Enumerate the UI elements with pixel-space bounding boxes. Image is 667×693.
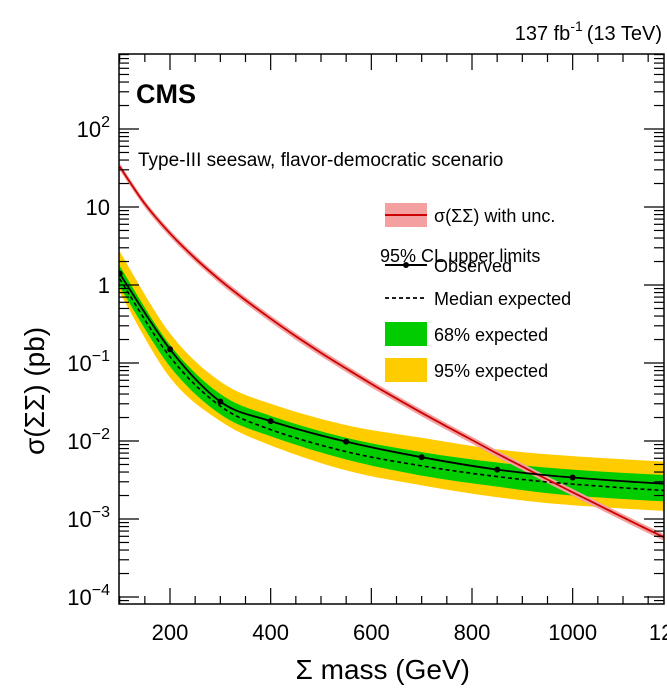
luminosity-label: 137 fb-1 (13 TeV)	[515, 18, 662, 45]
x-tick-label: 1000	[548, 620, 597, 645]
legend-marker-observed	[403, 262, 409, 268]
observed-line	[119, 273, 664, 485]
legend-swatch-band68	[385, 322, 427, 346]
legend-label-expected: Median expected	[434, 289, 571, 309]
y-tick-label: 102	[77, 114, 110, 142]
observed-point	[494, 466, 501, 473]
band-68-expected	[119, 266, 664, 502]
series-group	[119, 163, 664, 541]
observed-point	[167, 346, 173, 353]
observed-point	[267, 418, 274, 425]
observed-point	[343, 438, 350, 445]
x-tick-label: 400	[252, 620, 289, 645]
y-tick-label: 10−3	[67, 504, 110, 532]
plot-frame	[118, 53, 665, 605]
legend-swatch-band95-box	[385, 358, 427, 382]
y-tick-label: 10−2	[67, 426, 110, 454]
y-tick-label: 10	[86, 195, 110, 220]
x-tick-label: 800	[454, 620, 491, 645]
x-tick-label: 1200	[649, 620, 667, 645]
legend-label-observed: Observed	[434, 256, 512, 276]
observed-point	[569, 474, 576, 481]
experiment-label: CMS	[136, 79, 196, 109]
legend: σ(ΣΣ) with unc. 95% CL upper limits Obse…	[380, 203, 571, 382]
observed-point	[418, 454, 425, 461]
scenario-label: Type-III seesaw, flavor-democratic scena…	[138, 150, 503, 171]
y-axis-title: σ(ΣΣ) (pb)	[19, 327, 50, 455]
y-tick-label: 1	[98, 273, 110, 298]
x-tick-label: 600	[353, 620, 390, 645]
theory-line	[119, 166, 664, 539]
y-tick-label: 10−1	[67, 348, 110, 376]
observed-point	[217, 398, 224, 405]
legend-label-theory: σ(ΣΣ) with unc.	[434, 206, 555, 226]
axis-ticks: 20040060080010001200140010−410−310−210−1…	[67, 53, 667, 645]
legend-title: 95% CL upper limits	[380, 246, 540, 266]
plot-area	[119, 163, 664, 541]
legend-label-band68: 68% expected	[434, 325, 548, 345]
y-tick-label: 10−4	[67, 582, 110, 610]
x-tick-label: 200	[152, 620, 189, 645]
observed-point	[119, 270, 123, 277]
x-axis-title: Σ mass (GeV)	[296, 654, 470, 685]
legend-label-band95: 95% expected	[434, 361, 548, 381]
